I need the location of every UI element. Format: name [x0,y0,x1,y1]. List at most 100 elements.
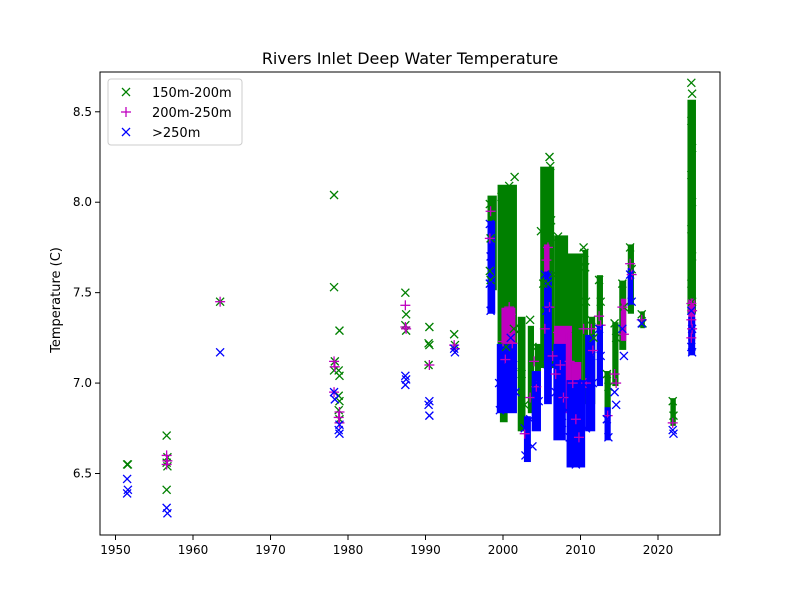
data-point [610,318,620,328]
data-point [546,215,556,225]
dense-band [544,271,552,405]
data-point [333,412,344,423]
data-point [335,326,344,336]
data-point [687,143,697,153]
data-point [498,233,508,243]
data-point [557,418,567,428]
dense-band [487,220,496,314]
data-point [401,309,411,319]
data-point [686,116,696,126]
data-point [687,324,697,334]
data-point [571,460,581,469]
data-point [424,338,434,348]
data-point [162,485,172,495]
data-point [485,206,496,217]
data-point [335,396,344,406]
data-point [484,233,495,244]
data-point [400,371,410,381]
data-point [579,248,589,258]
data-point [329,361,340,372]
legend-marker [121,87,131,97]
data-point [586,323,597,334]
dense-band [527,325,534,414]
data-point [637,318,647,328]
data-point [334,407,345,418]
data-point [581,423,591,433]
x-tick-label: 1990 [410,543,441,557]
data-point [550,369,561,380]
data-point [627,297,637,307]
data-point [495,405,505,415]
data-point [573,432,584,443]
data-point [571,324,581,334]
chart-title: Rivers Inlet Deep Water Temperature [262,49,558,68]
data-point [580,262,590,272]
legend-box [107,78,243,146]
data-point [122,474,132,484]
data-point [610,387,620,397]
data-point [517,369,527,379]
data-point [525,315,535,325]
data-point [596,351,606,361]
y-tick-label: 6.5 [73,467,92,481]
x-tick-label: 1960 [178,543,209,557]
data-point [401,323,412,334]
data-point [485,266,495,276]
data-point [687,347,697,357]
data-point [122,488,132,498]
data-point [520,400,530,410]
data-points-layer [122,78,698,518]
data-point [525,392,536,403]
data-point [486,306,496,316]
data-point [498,336,508,347]
data-point [400,300,411,311]
data-point [686,332,697,343]
x-tick-label: 2010 [565,543,596,557]
data-point [611,333,621,343]
data-point [494,378,504,388]
data-point [617,324,627,334]
data-point [424,400,434,410]
data-point [555,270,565,280]
data-point [619,351,629,361]
data-point [686,314,697,325]
data-point [561,288,571,298]
data-point [162,431,172,440]
data-point [519,428,530,439]
x-tick-label: 1980 [333,543,364,557]
data-point [686,279,696,289]
data-point [424,359,435,370]
data-point [617,279,627,289]
data-point [329,356,340,367]
data-point [595,320,606,331]
data-point [586,351,596,361]
dense-band [612,322,619,387]
data-point [541,306,551,316]
data-point [329,190,339,200]
dense-band [670,398,676,426]
data-point [400,288,410,298]
dense-band [687,99,696,314]
data-point [627,264,637,274]
data-point [611,400,621,410]
dense-band [620,298,627,341]
data-point [515,324,525,334]
data-point [686,224,696,234]
data-point [547,350,558,361]
data-point [527,342,537,352]
dense-band [604,371,611,414]
data-point [485,279,495,289]
data-point [545,161,555,171]
data-point [686,306,696,316]
data-point [687,297,697,307]
data-point [596,297,606,307]
data-point [161,450,172,461]
data-point [496,192,506,202]
dense-band [604,407,611,441]
y-tick-label: 7.0 [73,376,92,390]
data-point [564,356,575,367]
y-tick-label: 7.5 [73,286,92,300]
y-tick-label: 8.5 [73,105,92,119]
data-point [536,226,546,236]
data-point [123,485,133,495]
